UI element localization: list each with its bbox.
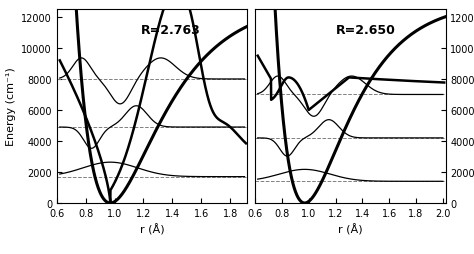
X-axis label: r (Å): r (Å): [140, 224, 164, 235]
Y-axis label: Energy (cm⁻¹): Energy (cm⁻¹): [6, 68, 16, 146]
Text: R=2.650: R=2.650: [336, 24, 395, 37]
X-axis label: r (Å): r (Å): [338, 224, 363, 235]
Text: R=2.763: R=2.763: [141, 24, 201, 37]
